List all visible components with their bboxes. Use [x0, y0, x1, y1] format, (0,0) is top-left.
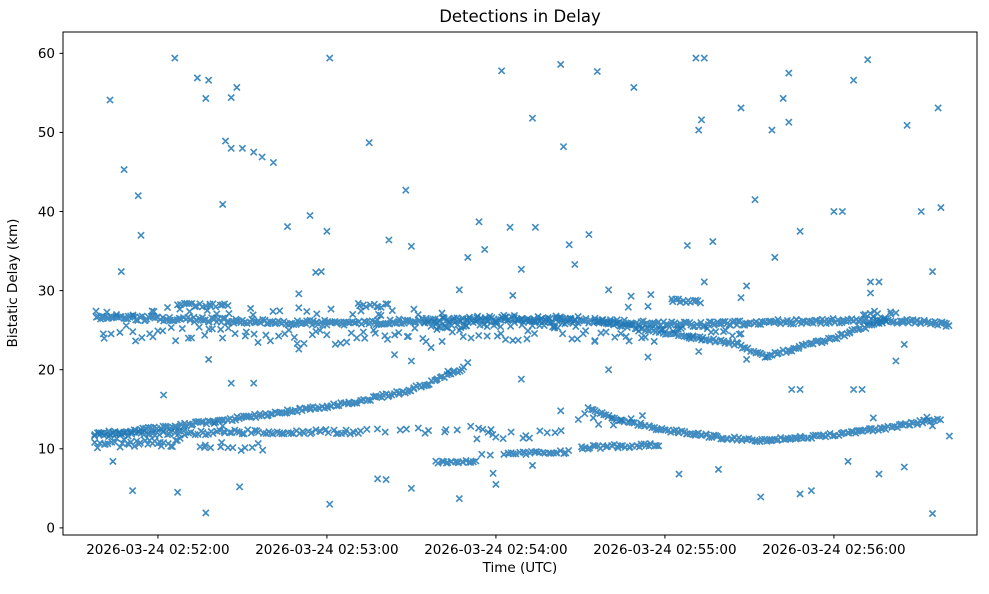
scatter-track-flat-12-track: [90, 425, 365, 441]
y-axis-tick-label: 20: [38, 363, 55, 379]
x-axis-label: Time (UTC): [482, 560, 558, 576]
scatter-track-cluster-10p8-left: [91, 434, 184, 452]
scatter-track-upper-blob: [421, 311, 582, 332]
scatter-track-upper-descend: [591, 314, 769, 361]
x-axis-tick-label: 2026-03-24 02:56:00: [762, 542, 905, 558]
x-axis-tick-label: 2026-03-24 02:52:00: [86, 542, 229, 558]
y-axis-tick-label: 40: [38, 204, 55, 220]
y-axis-label: Bistatic Delay (km): [5, 219, 21, 348]
scatter-track-streak-9p5: [500, 446, 573, 459]
x-axis-tick-label: 2026-03-24 02:54:00: [424, 542, 567, 558]
plot-border: [62, 31, 978, 536]
scatter-track-flat-12-sparse: [363, 422, 495, 437]
scatter-track-upper-fuzz-high: [103, 303, 446, 320]
y-axis-tick-label: 10: [38, 442, 55, 458]
scatter-track-streak-29: [668, 295, 705, 307]
chart-title: Detections in Delay: [439, 7, 601, 26]
x-axis-tick-label: 2026-03-24 02:55:00: [593, 542, 736, 558]
scatter-track-upper-rise: [763, 317, 890, 361]
scatter-track-streak-28-a: [173, 299, 232, 311]
scatter-track-streak-8p3: [432, 456, 480, 467]
y-axis-tick-label: 0: [46, 521, 55, 537]
scatter-track-cluster-11p7: [473, 427, 565, 443]
y-axis-tick-label: 60: [38, 46, 55, 62]
scatter-points: [90, 54, 954, 518]
plot-area: [63, 32, 977, 535]
scatter-track-descend-fuzz: [574, 410, 625, 429]
scatter-track-upper-fuzz: [99, 321, 745, 348]
y-axis-tick-label: 30: [38, 283, 55, 299]
y-axis-tick-label: 50: [38, 125, 55, 141]
axis-ticks: 2026-03-24 02:52:00 2026-03-24 02:53:00 20…: [38, 46, 906, 558]
scatter-track-cluster-10p4-mid: [196, 438, 267, 455]
x-axis-tick-label: 2026-03-24 02:53:00: [255, 542, 398, 558]
noise-points: [92, 54, 954, 518]
scatter-track-streak-10p3: [577, 439, 663, 453]
scatter-track-streak-28-b: [354, 299, 392, 311]
scatter-track-upper-right-blob: [859, 307, 900, 323]
